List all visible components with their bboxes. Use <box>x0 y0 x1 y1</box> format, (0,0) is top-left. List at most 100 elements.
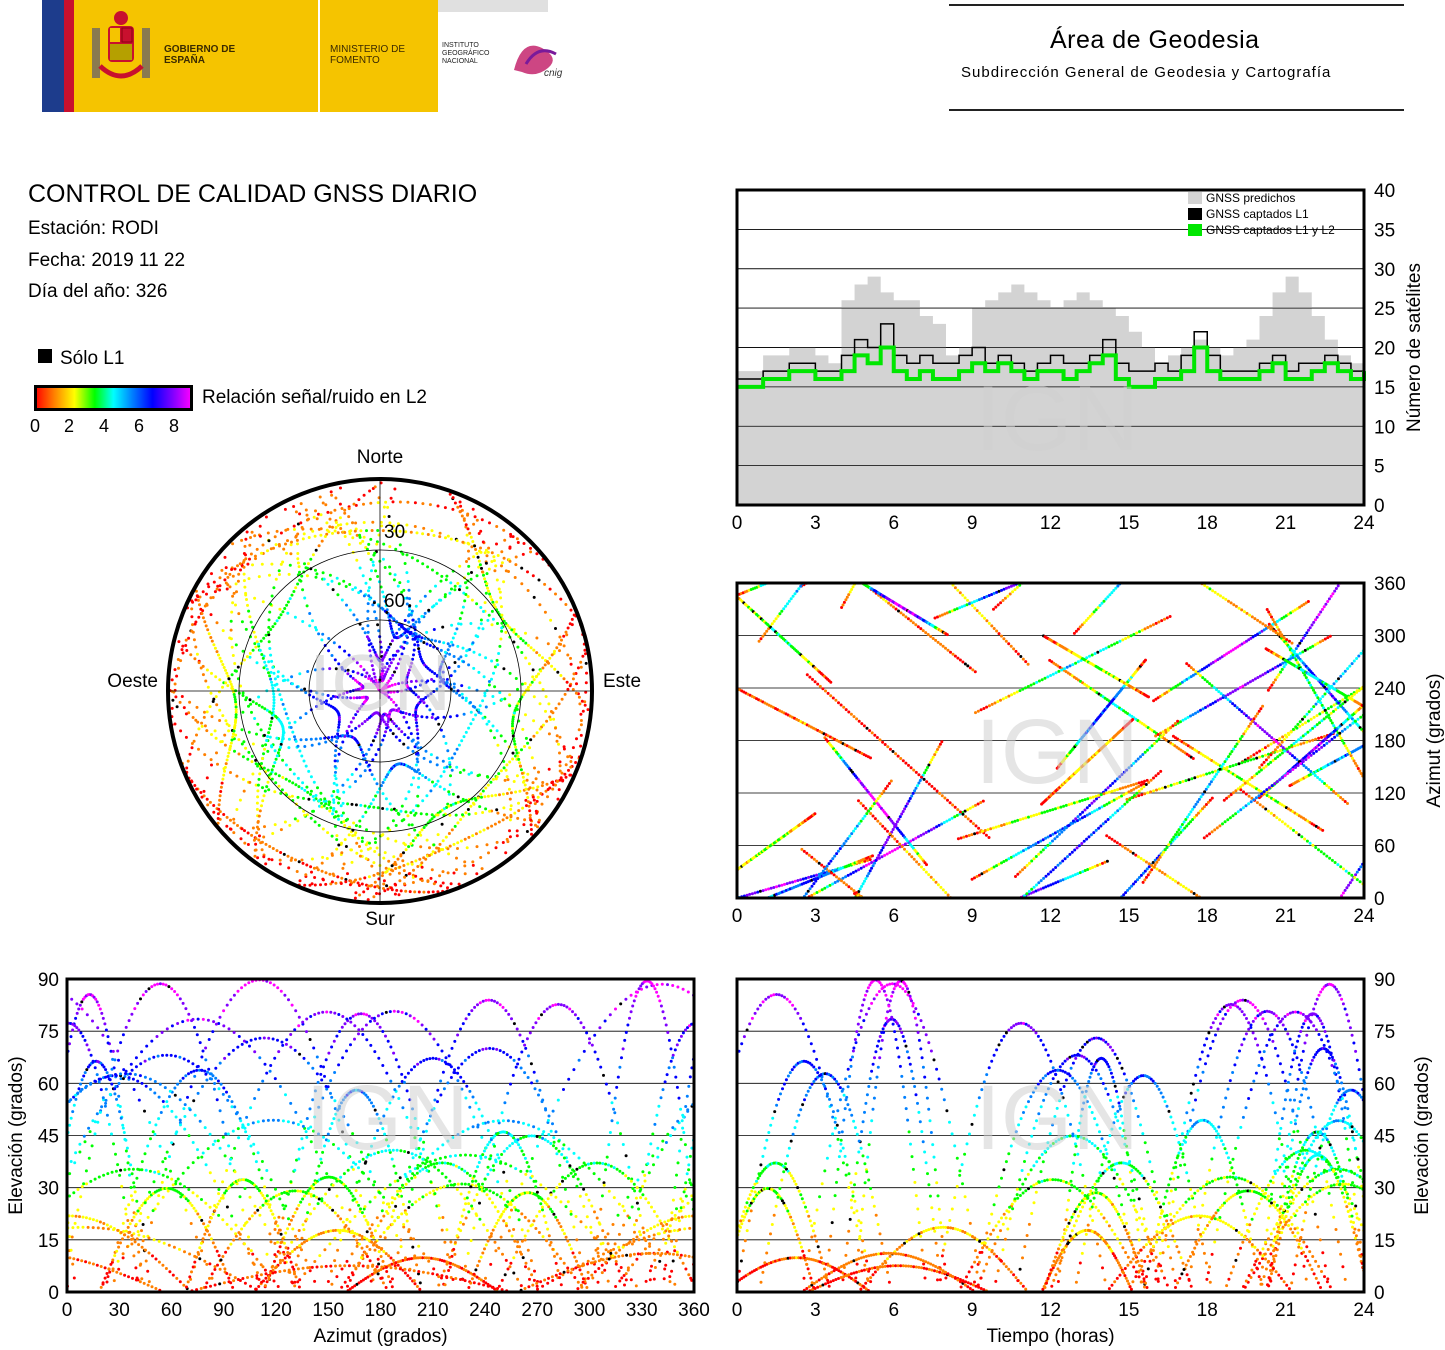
track-point <box>480 867 484 871</box>
track-point <box>407 620 411 624</box>
track-point <box>234 603 237 607</box>
track-point <box>365 547 369 551</box>
track-point <box>341 866 345 870</box>
track-point <box>1163 785 1167 789</box>
track-point <box>464 525 468 529</box>
track-point <box>232 729 236 733</box>
track-point <box>464 798 468 802</box>
track-point <box>451 643 455 647</box>
track-point <box>1251 678 1255 682</box>
track-point <box>963 662 967 666</box>
track-point <box>1261 704 1265 708</box>
track-point <box>546 660 549 664</box>
track-point <box>927 763 931 767</box>
track-point <box>812 892 816 896</box>
track-point <box>961 812 965 816</box>
track-point <box>1252 717 1256 721</box>
track-point <box>241 777 245 781</box>
track-point <box>200 612 204 615</box>
track-point <box>407 726 411 730</box>
track-point <box>246 843 250 846</box>
x-tick-label: 15 <box>1118 906 1139 927</box>
track-point <box>327 637 331 640</box>
track-point <box>202 789 206 793</box>
track-point <box>384 500 388 504</box>
track-point <box>439 598 443 602</box>
track-point <box>471 718 475 721</box>
track-point <box>891 828 895 831</box>
track-point <box>417 785 420 789</box>
track-point <box>320 638 324 642</box>
track-point <box>221 777 225 781</box>
track-point <box>461 540 465 544</box>
track-point <box>554 726 557 730</box>
track-point <box>904 761 908 765</box>
track-point <box>534 675 538 679</box>
track-point <box>342 579 346 583</box>
track-point <box>1350 878 1354 882</box>
track-point <box>404 712 408 715</box>
track-point <box>423 594 427 598</box>
track-point <box>251 648 255 652</box>
track-point <box>566 653 570 657</box>
track-point <box>403 733 407 737</box>
snr-tick: 6 <box>134 416 145 436</box>
track-point <box>924 768 928 772</box>
track-point <box>1243 683 1247 687</box>
track-point <box>486 618 490 622</box>
track-point <box>974 803 977 807</box>
track-point <box>290 856 294 860</box>
track-point <box>400 652 404 656</box>
track-point <box>388 828 392 832</box>
track-point <box>473 544 477 548</box>
track-point <box>1240 761 1244 765</box>
track-point <box>384 730 388 734</box>
track-point <box>453 824 457 828</box>
track-point <box>388 872 392 876</box>
track-point <box>303 687 307 691</box>
track-point <box>325 521 329 525</box>
track-point <box>900 812 904 816</box>
track-point <box>330 880 334 884</box>
track-point <box>1163 692 1167 696</box>
track-point <box>408 668 411 672</box>
track-point <box>541 723 545 727</box>
track-point <box>442 787 446 791</box>
track-point <box>177 666 180 670</box>
track-point <box>1332 724 1336 728</box>
track-point <box>1157 787 1161 791</box>
track-point <box>513 811 517 815</box>
track-point <box>265 708 269 712</box>
track-point <box>334 777 338 781</box>
track-point <box>447 790 451 794</box>
track-point <box>354 767 358 771</box>
track-point <box>448 591 452 595</box>
track-point <box>512 628 516 631</box>
track-point <box>453 588 457 592</box>
track-point <box>192 638 196 642</box>
track-point <box>473 796 477 800</box>
track-point <box>1220 765 1224 769</box>
track-point <box>210 671 213 675</box>
track-point <box>355 696 359 700</box>
track-point <box>297 860 301 864</box>
track-point <box>229 682 233 686</box>
track-point <box>891 750 895 753</box>
track-point <box>393 573 397 577</box>
track-point <box>413 643 417 647</box>
track-point <box>396 662 400 666</box>
track-point <box>245 655 249 659</box>
track-point <box>486 826 490 830</box>
header-rule-top <box>949 4 1404 6</box>
track-point <box>1012 647 1016 651</box>
track-point <box>1307 628 1310 632</box>
track-point <box>218 810 222 814</box>
track-point <box>181 644 185 648</box>
track-point <box>477 670 481 674</box>
track-point <box>281 735 285 739</box>
track-point <box>371 798 375 802</box>
track-point <box>212 810 216 814</box>
track-point <box>398 543 402 547</box>
track-point <box>459 818 463 821</box>
track-point <box>1288 752 1292 756</box>
